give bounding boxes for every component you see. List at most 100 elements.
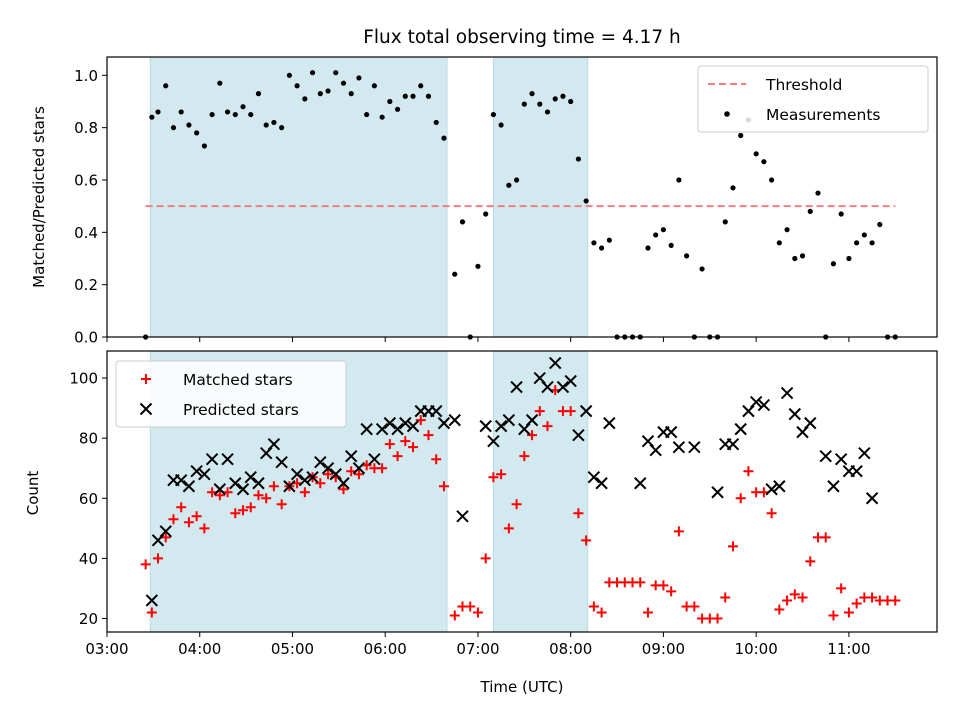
matched-star-point: [735, 493, 746, 504]
predicted-star-point: [579, 404, 593, 418]
predicted-star-point: [314, 455, 327, 469]
matched-star-point: [789, 589, 800, 600]
measurement-point: [529, 91, 535, 97]
matched-star-point: [480, 553, 491, 564]
predicted-star-point: [406, 419, 420, 433]
measurement-point: [387, 98, 393, 105]
measurement-point: [483, 211, 489, 217]
measurement-point: [598, 245, 605, 251]
predicted-star-point: [430, 404, 443, 418]
predicted-star-point: [780, 386, 794, 400]
predicted-star-point: [734, 422, 747, 436]
predicted-star-point: [634, 477, 647, 490]
xtick-label: 10:00: [735, 640, 778, 658]
matched-star-point: [245, 502, 256, 513]
predicted-star-point: [145, 594, 159, 607]
matched-star-point: [843, 607, 854, 618]
measurement-point: [340, 80, 347, 86]
predicted-star-point: [765, 483, 778, 496]
top-ylabel: Matched/Predicted stars: [30, 106, 48, 288]
predicted-star-point: [345, 449, 358, 463]
measurement-point: [799, 253, 806, 259]
measurement-point: [459, 219, 466, 225]
matched-star-point: [449, 610, 460, 621]
measurement-point: [552, 96, 558, 102]
matched-star-point: [805, 556, 816, 567]
predicted-star-point: [352, 462, 366, 475]
predicted-star-point: [182, 480, 196, 493]
xtick-label: 08:00: [549, 640, 592, 658]
top-ytick-label: 0.8: [74, 119, 98, 137]
top-shaded-interval-1: [492, 56, 589, 338]
predicted-legend-marker: [139, 402, 153, 416]
matched-star-point: [867, 592, 878, 603]
predicted-star-point: [321, 462, 335, 475]
matched-star-point: [140, 559, 151, 570]
predicted-star-point: [236, 483, 250, 496]
measurement-point: [364, 111, 370, 118]
matched-star-point: [581, 535, 592, 546]
matched-star-point: [438, 481, 449, 492]
predicted-star-point: [564, 374, 577, 388]
predicted-star-point: [399, 416, 412, 430]
measurement-point: [170, 125, 177, 131]
measurement-point: [263, 122, 269, 128]
matched-star-point: [238, 505, 249, 516]
xtick-label: 03:00: [85, 640, 128, 658]
bottom-axes-frame: [106, 350, 938, 633]
predicted-star-point: [205, 452, 219, 466]
matched-star-point: [353, 469, 364, 480]
matched-star-point: [820, 532, 831, 543]
predicted-star-point: [510, 380, 523, 394]
predicted-star-point: [391, 422, 404, 436]
matched-star-point: [168, 514, 179, 525]
predicted-star-point: [711, 486, 724, 499]
measurement-point: [815, 190, 821, 196]
matched-star-point: [408, 442, 419, 453]
bottom-ytick-label: 40: [79, 550, 98, 568]
predicted-star-point: [306, 471, 319, 484]
matched-star-point: [214, 490, 225, 501]
measurement-point: [418, 83, 424, 89]
predicted-star-point: [819, 449, 832, 463]
measurement-point: [294, 83, 300, 89]
predicted-star-point: [865, 492, 879, 505]
measurement-point: [653, 232, 659, 238]
matched-star-point: [666, 586, 677, 597]
top-ytick-label: 0.2: [74, 276, 98, 294]
measurement-point: [684, 253, 690, 259]
predicted-star-point: [834, 452, 848, 466]
measurement-point: [575, 156, 582, 162]
matched-star-point: [766, 508, 777, 519]
measurement-point: [475, 263, 481, 269]
matched-star-point: [377, 463, 388, 474]
matched-star-point: [542, 421, 553, 432]
top-ytick-label: 0.4: [74, 224, 98, 242]
predicted-star-point: [290, 468, 304, 481]
measurement-point: [441, 135, 447, 141]
measurement-point: [606, 237, 612, 243]
matched-star-point: [511, 499, 522, 510]
matched-star-point: [797, 592, 808, 603]
measurement-point: [425, 93, 432, 99]
predicted-star-point: [525, 413, 539, 427]
measurement-point: [356, 75, 362, 81]
predicted-star-point: [603, 416, 616, 430]
matched-star-point: [658, 580, 669, 591]
predicted-star-point: [688, 440, 701, 454]
measurement-point: [521, 101, 527, 107]
predicted-star-point: [541, 380, 554, 394]
matched-star-point: [519, 451, 530, 462]
bottom-legend-box: [115, 360, 347, 428]
predicted-legend-label: Predicted stars: [183, 401, 299, 419]
predicted-star-point: [672, 440, 686, 454]
measurement-point: [394, 106, 401, 112]
predicted-star-point: [252, 477, 265, 490]
bottom-ytick-label: 20: [79, 610, 98, 628]
matched-star-point: [689, 601, 700, 612]
predicted-legend-glyph: [139, 402, 153, 416]
predicted-star-point: [159, 525, 172, 538]
matched-star-point: [299, 487, 310, 498]
predicted-star-point: [190, 465, 203, 478]
